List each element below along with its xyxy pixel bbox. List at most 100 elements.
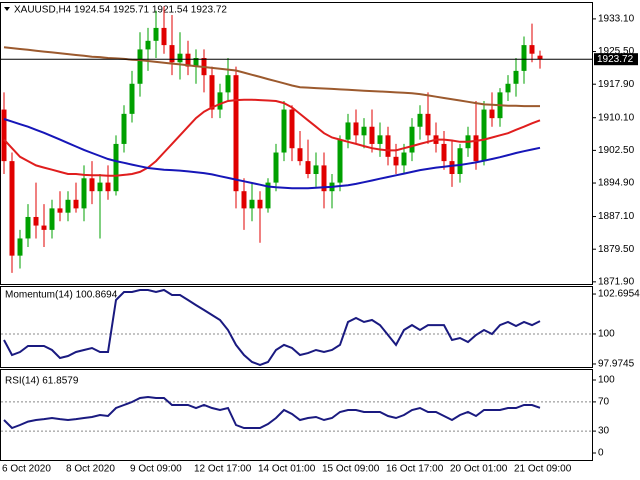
candle-body — [425, 113, 431, 136]
candle-body — [145, 40, 151, 50]
candle-body — [401, 152, 407, 166]
candle-body — [121, 113, 127, 144]
candle-body — [49, 208, 55, 230]
y-tick-label: 1925.50 — [598, 46, 635, 57]
candle-body — [273, 152, 279, 183]
candle-body — [417, 113, 423, 127]
candle-body — [449, 161, 455, 175]
candle-body — [217, 92, 223, 110]
candle-body — [225, 75, 231, 93]
y-tick-label: 1871.90 — [598, 276, 635, 287]
candle-body — [137, 49, 143, 84]
current-price-label: 1923.72 — [597, 54, 634, 65]
candle-body — [249, 199, 255, 209]
candle-body — [193, 57, 199, 67]
x-tick-label: 16 Oct 17:00 — [386, 464, 444, 475]
candle-body — [257, 199, 263, 209]
candle-body — [441, 143, 447, 162]
candle-body — [73, 199, 79, 209]
candle-body — [129, 83, 135, 114]
y-tick-label: 70 — [598, 397, 610, 408]
y-tick-label: 30 — [598, 426, 610, 437]
x-tick-label: 20 Oct 01:00 — [450, 464, 508, 475]
x-tick-label: 14 Oct 01:00 — [258, 464, 316, 475]
candle-body — [481, 109, 487, 162]
y-tick-label: 1887.10 — [598, 211, 635, 222]
indicator-line — [3, 395, 541, 430]
candle-body — [25, 216, 31, 239]
y-tick-label: 102.6954 — [598, 289, 640, 300]
candle-body — [345, 122, 351, 140]
candle-body — [361, 126, 367, 136]
candle-body — [1, 109, 7, 162]
y-tick-label: 1933.10 — [598, 14, 635, 25]
x-tick-label: 8 Oct 2020 — [66, 464, 115, 475]
candle-body — [57, 208, 63, 213]
candle-body — [369, 126, 375, 144]
indicator-line — [3, 288, 541, 366]
momentum-title: Momentum(14) 100.8694 — [5, 290, 118, 301]
candle-body — [153, 27, 159, 41]
candle-body — [105, 182, 111, 192]
momentum-panel-frame — [0, 286, 593, 368]
candle-body — [113, 143, 119, 192]
candle-body — [265, 182, 271, 209]
candle-body — [489, 109, 495, 119]
y-tick-label: 1902.50 — [598, 145, 635, 156]
x-tick-label: 12 Oct 17:00 — [194, 464, 252, 475]
y-tick-label: 1879.50 — [598, 244, 635, 255]
candle-body — [297, 148, 303, 162]
candle-body — [513, 70, 519, 84]
candle-body — [313, 165, 319, 175]
candle-body — [89, 178, 95, 192]
candle-body — [177, 53, 183, 63]
menu-arrow — [4, 7, 10, 11]
candle-body — [33, 216, 39, 226]
current-price-box — [594, 53, 638, 66]
x-tick-label: 6 Oct 2020 — [2, 464, 51, 475]
candle-body — [337, 139, 343, 183]
candle-body — [473, 135, 479, 162]
candle-body — [65, 199, 71, 213]
candle-body — [529, 45, 535, 54]
candle-body — [41, 225, 47, 230]
x-tick-label: 21 Oct 09:00 — [514, 464, 572, 475]
candle-body — [409, 126, 415, 153]
candle-body — [233, 75, 239, 192]
moving-average — [3, 118, 541, 190]
candle-body — [537, 55, 543, 60]
candle-body — [81, 178, 87, 209]
candle-body — [185, 53, 191, 67]
candle-body — [385, 135, 391, 157]
y-tick-label: 100 — [598, 329, 615, 340]
candle-body — [393, 156, 399, 166]
y-tick-label: 100 — [598, 375, 615, 386]
candle-body — [17, 238, 23, 256]
candle-body — [457, 148, 463, 175]
rsi-panel-frame — [0, 369, 593, 461]
candle-body — [305, 161, 311, 175]
moving-average — [3, 98, 541, 177]
candle-body — [241, 191, 247, 209]
candle-body — [209, 75, 215, 110]
main-panel-frame — [0, 2, 593, 285]
main-title: XAUUSD,H4 1924.54 1925.71 1921.54 1923.7… — [14, 5, 227, 16]
rsi-title: RSI(14) 61.8579 — [5, 376, 79, 387]
candle-body — [521, 45, 527, 71]
y-tick-label: 0 — [598, 448, 604, 459]
y-tick-label: 1917.90 — [598, 79, 635, 90]
y-tick-label: 97.9745 — [598, 359, 635, 370]
candle-body — [281, 109, 287, 153]
candle-body — [321, 165, 327, 192]
candle-body — [377, 135, 383, 144]
candle-body — [169, 45, 175, 63]
candle-body — [505, 83, 511, 93]
x-tick-label: 9 Oct 09:00 — [130, 464, 182, 475]
y-tick-label: 1894.90 — [598, 178, 635, 189]
y-tick-label: 1910.10 — [598, 112, 635, 123]
candle-body — [353, 122, 359, 136]
x-tick-label: 15 Oct 09:00 — [322, 464, 380, 475]
candle-body — [161, 27, 167, 46]
